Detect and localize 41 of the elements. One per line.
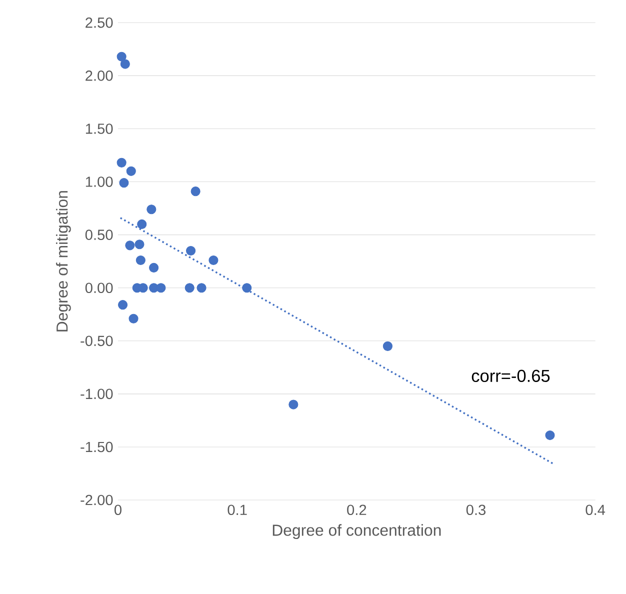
- y-tick-label: -1.50: [80, 442, 113, 452]
- x-tick-label: 0.3: [466, 504, 486, 516]
- point: [118, 300, 128, 310]
- point: [242, 283, 252, 293]
- y-tick-label: 2.50: [86, 18, 113, 28]
- x-tick-label: 0.1: [228, 504, 247, 516]
- point: [128, 314, 138, 324]
- point: [382, 341, 392, 351]
- x-axis-title: Degree of concentration: [272, 524, 441, 540]
- x-tick-label: 0.2: [347, 504, 366, 516]
- annotation: corr=-0.65: [472, 370, 550, 382]
- point: [116, 52, 126, 62]
- point: [196, 283, 206, 293]
- point: [545, 430, 555, 440]
- x-tick-label: 0: [114, 504, 122, 516]
- y-tick-label: -1.00: [80, 388, 113, 400]
- point: [119, 178, 129, 188]
- x-tick-label: 0.4: [586, 504, 606, 516]
- y-tick-label: 2.00: [86, 70, 113, 81]
- y-tick-label: 1.50: [86, 124, 113, 134]
- point: [116, 158, 126, 168]
- point: [156, 283, 166, 293]
- y-tick-label: -0.50: [80, 336, 113, 346]
- y-tick-label: -2.00: [80, 494, 113, 506]
- y-axis-title: Degree of mitigation: [56, 191, 71, 332]
- y-tick-label: 0.50: [85, 230, 113, 240]
- point: [125, 240, 135, 250]
- point: [134, 240, 144, 250]
- point: [184, 283, 194, 293]
- point: [149, 262, 159, 272]
- point: [190, 186, 200, 196]
- point: [126, 166, 136, 176]
- point: [288, 400, 298, 410]
- point: [120, 59, 130, 69]
- point: [136, 255, 146, 266]
- point: [146, 204, 156, 214]
- y-tick-label: 1.00: [86, 176, 113, 187]
- point: [186, 246, 196, 256]
- y-tick-label: 0.00: [85, 282, 113, 294]
- point: [208, 255, 218, 266]
- point: [137, 219, 147, 229]
